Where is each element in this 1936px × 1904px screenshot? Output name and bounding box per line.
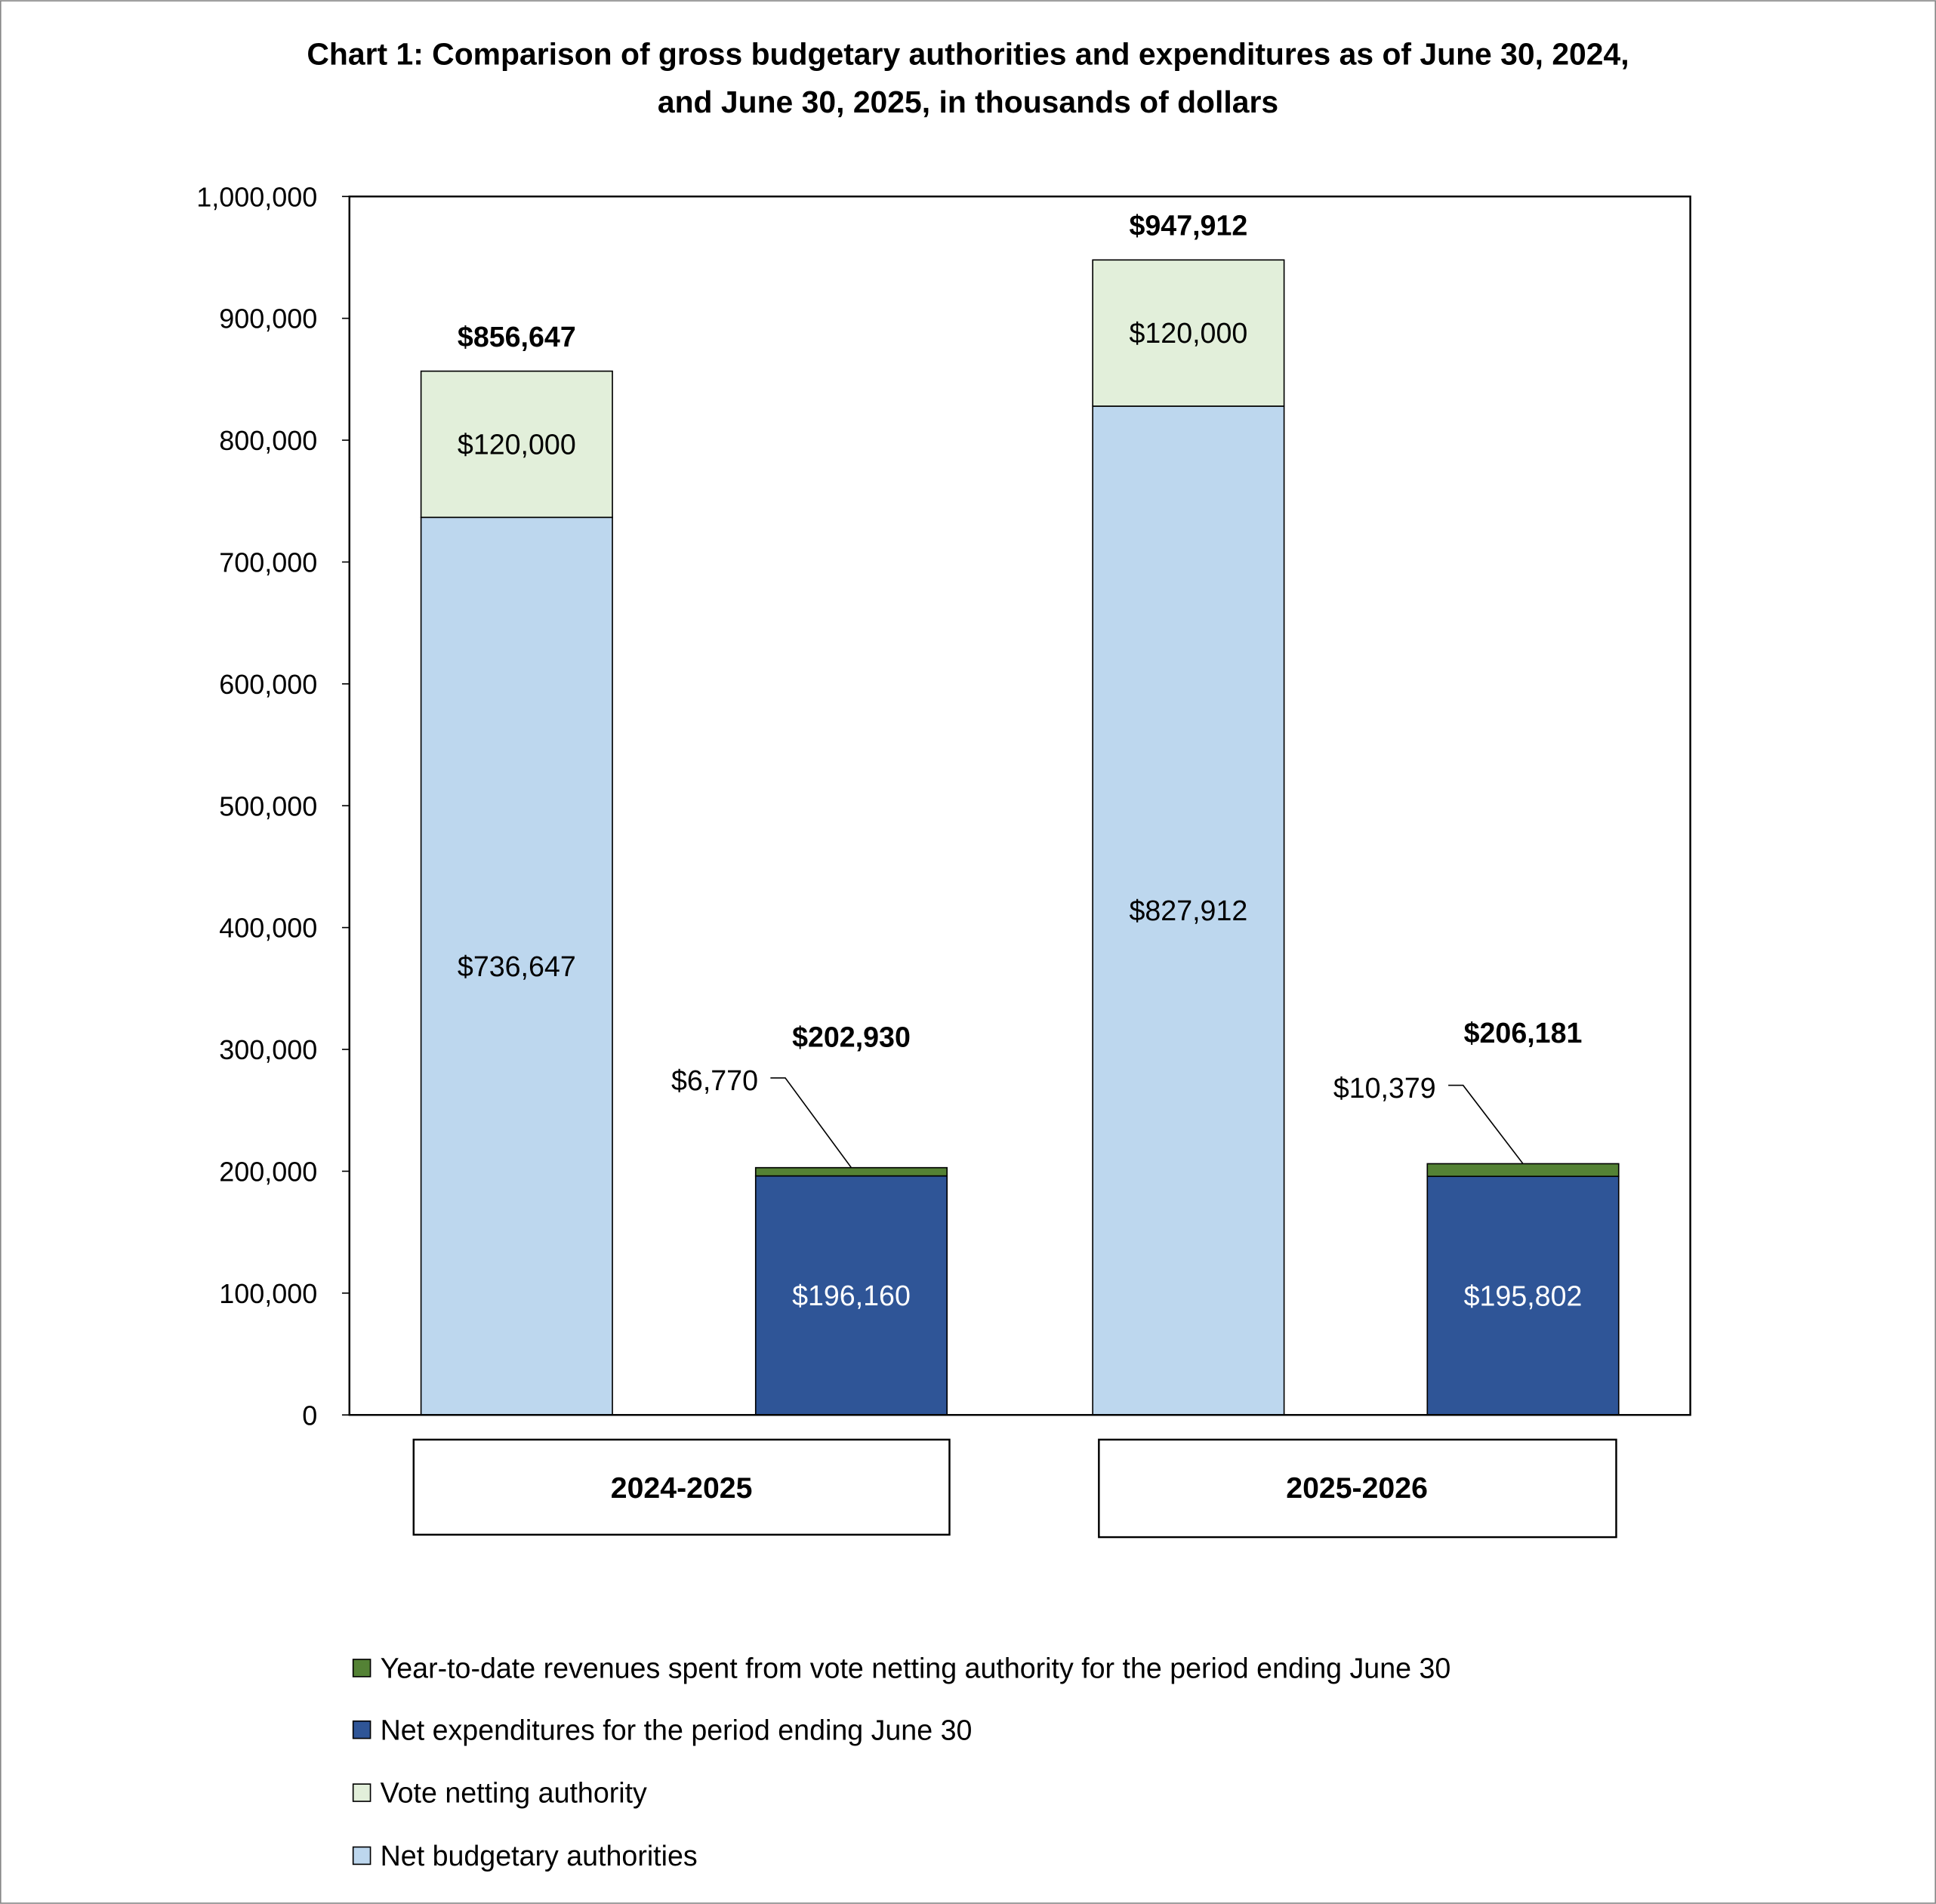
data-label: $6,770 <box>671 1064 758 1096</box>
bar-segment <box>754 1166 948 1177</box>
bars: $736,647 $120,000 $856,647 $196,160 $6,770 $2… <box>420 210 1620 1416</box>
y-tick-label: 700,000 <box>219 547 317 578</box>
bar-2025-2026-expenditures: $195,802 $10,379 $206,181 <box>1333 1017 1620 1416</box>
legend-label: Net expenditures for the period ending J… <box>381 1714 973 1745</box>
bar-2024-2025-authorities: $736,647 $120,000 $856,647 <box>420 321 613 1416</box>
y-tick-label: 300,000 <box>219 1034 317 1065</box>
category-label: 2025-2026 <box>1286 1471 1428 1505</box>
y-tick-label: 400,000 <box>219 913 317 944</box>
chart-title-line-2: and June 30, 2025, in thousands of dolla… <box>658 85 1278 119</box>
category-box <box>1098 1438 1617 1539</box>
bar-segment <box>754 1175 948 1416</box>
y-tick-label: 500,000 <box>219 790 317 821</box>
total-label: $856,647 <box>458 321 576 353</box>
y-tick-label: 0 <box>302 1400 317 1431</box>
bar-2024-2025-expenditures: $196,160 $6,770 $202,930 <box>671 1021 948 1416</box>
bar-segment <box>1092 405 1285 1416</box>
data-label: $120,000 <box>458 429 576 461</box>
data-label: $120,000 <box>1129 317 1247 349</box>
category-label: 2024-2025 <box>611 1471 753 1505</box>
bar-segment <box>1426 1175 1620 1416</box>
bar-segment <box>420 370 613 519</box>
total-label: $206,181 <box>1464 1017 1583 1049</box>
data-label: $827,912 <box>1129 895 1247 926</box>
total-label: $947,912 <box>1129 210 1247 242</box>
legend-swatch <box>352 1846 371 1865</box>
category-box <box>412 1438 951 1536</box>
legend-swatch <box>352 1659 371 1678</box>
legend-item: Year-to-date revenues spent from vote ne… <box>352 1653 1451 1684</box>
data-label: $195,802 <box>1464 1280 1583 1311</box>
bar-segment <box>1426 1163 1620 1178</box>
bar-2025-2026-authorities: $827,912 $120,000 $947,912 <box>1092 210 1285 1416</box>
y-tick-label: 200,000 <box>219 1156 317 1187</box>
category-2025-2026: 2025-2026 <box>1098 1438 1617 1539</box>
legend-label: Net budgetary authorities <box>381 1840 698 1872</box>
y-tick-label: 900,000 <box>219 303 317 334</box>
category-2024-2025: 2024-2025 <box>412 1438 951 1536</box>
data-label: $196,160 <box>792 1280 911 1311</box>
y-tick-label: 1,000,000 <box>196 181 317 212</box>
legend-swatch <box>352 1783 371 1802</box>
legend-swatch <box>352 1720 371 1739</box>
y-tick-label: 800,000 <box>219 425 317 456</box>
leader-line <box>770 1077 852 1169</box>
plot-area <box>348 196 1691 1416</box>
bar-segment <box>1092 259 1285 407</box>
y-axis: 0 100,000 200,000 300,000 400,000 500,000 600,… <box>196 181 350 1431</box>
legend: Year-to-date revenues spent from vote ne… <box>352 1653 1451 1872</box>
total-label: $202,930 <box>792 1021 911 1052</box>
chart-title-line-1: Chart 1: Comparison of gross budgetary a… <box>307 36 1629 71</box>
data-label: $736,647 <box>458 950 576 982</box>
y-tick-label: 600,000 <box>219 669 317 700</box>
y-tick-label: 100,000 <box>219 1278 317 1309</box>
data-label: $10,379 <box>1333 1072 1436 1104</box>
leader-line <box>1448 1084 1524 1164</box>
legend-item: Vote netting authority <box>352 1777 647 1809</box>
legend-label: Vote netting authority <box>381 1777 647 1809</box>
legend-item: Net expenditures for the period ending J… <box>352 1714 973 1745</box>
legend-label: Year-to-date revenues spent from vote ne… <box>381 1653 1451 1684</box>
legend-item: Net budgetary authorities <box>352 1840 698 1872</box>
